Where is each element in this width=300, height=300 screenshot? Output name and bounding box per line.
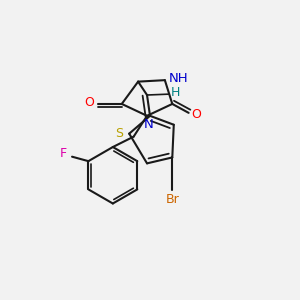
Text: F: F [60,147,67,160]
Text: H: H [171,86,180,99]
Text: N: N [144,118,153,131]
Text: O: O [191,108,201,121]
Text: NH: NH [168,72,188,85]
Text: S: S [115,127,123,140]
Text: O: O [85,96,94,109]
Text: Br: Br [165,193,179,206]
